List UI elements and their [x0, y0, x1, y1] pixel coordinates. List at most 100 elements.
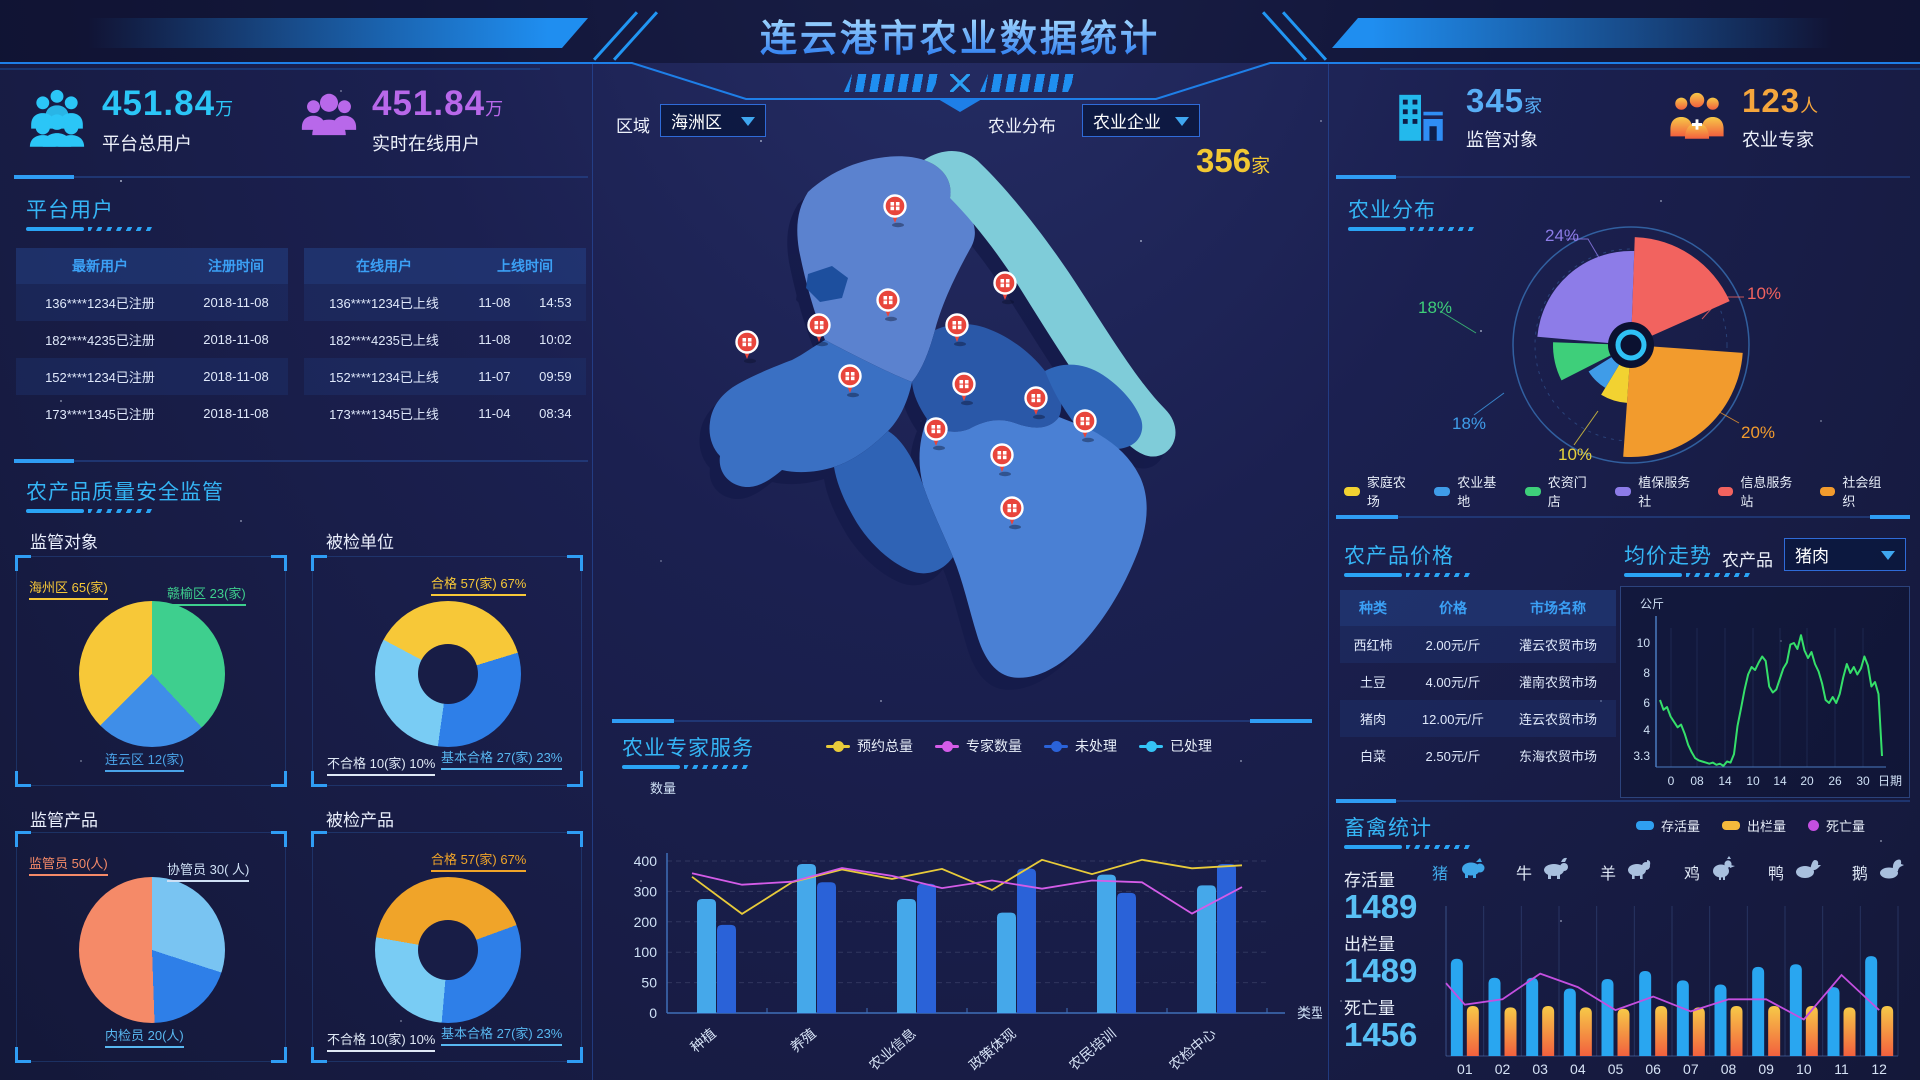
map-district[interactable]: [834, 431, 953, 574]
legend-item[interactable]: 家庭农场: [1344, 472, 1412, 510]
legend-item[interactable]: 已处理: [1139, 736, 1212, 756]
map-pin[interactable]: [993, 271, 1017, 305]
table-row: 猪肉 12.00元/斤 连云农贸市场: [1340, 700, 1616, 737]
animal-item-4[interactable]: 鸭: [1768, 856, 1824, 887]
column-header: 价格: [1406, 590, 1500, 626]
map-pin[interactable]: [1000, 496, 1024, 530]
bar-survive[interactable]: [1488, 977, 1501, 1056]
map-district[interactable]: [912, 324, 1062, 432]
map-pin[interactable]: [807, 313, 831, 347]
product-select[interactable]: 猪肉: [1784, 538, 1906, 571]
animal-item-0[interactable]: 猪: [1432, 856, 1488, 887]
legend-item[interactable]: 死亡量: [1808, 816, 1865, 835]
rose-slice[interactable]: [1623, 345, 1743, 457]
legend-item[interactable]: 预约总量: [826, 736, 913, 756]
animal-item-1[interactable]: 牛: [1516, 856, 1572, 887]
livestock-monthly-chart: 01 02 03 04 05 06 07 08 09 10 11 12: [1445, 906, 1899, 1077]
bar-survive[interactable]: [1752, 966, 1765, 1056]
bar-slaughter[interactable]: [1466, 1006, 1479, 1056]
bar[interactable]: [997, 912, 1016, 1013]
map-district[interactable]: [797, 156, 975, 382]
legend-item[interactable]: 信息服务站: [1717, 472, 1798, 510]
animal-icon: [1874, 856, 1908, 887]
map-district[interactable]: [924, 151, 1176, 457]
bar[interactable]: [817, 882, 836, 1013]
expert-y-axis-label: 数量: [650, 781, 677, 796]
bar-slaughter[interactable]: [1579, 1007, 1592, 1056]
bar-slaughter[interactable]: [1655, 1006, 1668, 1056]
animal-item-3[interactable]: 鸡: [1684, 856, 1740, 887]
bar[interactable]: [917, 883, 936, 1013]
map-pin[interactable]: [924, 417, 948, 451]
map-pin[interactable]: [1024, 386, 1048, 420]
animal-icon: [1454, 856, 1488, 887]
bar-slaughter[interactable]: [1692, 1007, 1705, 1056]
bar-survive[interactable]: [1789, 964, 1802, 1056]
bar[interactable]: [717, 924, 736, 1013]
bar-survive[interactable]: [1827, 987, 1840, 1056]
distribution-select[interactable]: 农业企业: [1082, 104, 1200, 137]
bar-survive[interactable]: [1601, 979, 1614, 1056]
map-pin[interactable]: [876, 288, 900, 322]
animal-item-5[interactable]: 鹅: [1852, 856, 1908, 887]
legend-item[interactable]: 存活量: [1636, 816, 1700, 835]
percent-label: 24%: [1545, 226, 1579, 245]
table-cell: 08:34: [539, 406, 572, 421]
animal-item-2[interactable]: 羊: [1600, 856, 1656, 887]
bar-slaughter[interactable]: [1617, 1008, 1630, 1056]
region-select[interactable]: 海洲区: [660, 104, 766, 137]
bar[interactable]: [1117, 892, 1136, 1013]
legend-item[interactable]: 社会组织: [1819, 472, 1888, 510]
bar-slaughter[interactable]: [1881, 1006, 1894, 1056]
map-pin[interactable]: [952, 372, 976, 406]
legend-item[interactable]: 未处理: [1044, 736, 1117, 756]
bar-survive[interactable]: [1563, 988, 1576, 1057]
rose-slice[interactable]: [1631, 237, 1730, 345]
legend-item[interactable]: 植保服务社: [1615, 472, 1695, 510]
map-pin[interactable]: [883, 194, 907, 228]
svg-text:26: 26: [1828, 774, 1842, 788]
legend-item[interactable]: 农业基地: [1434, 472, 1502, 510]
map-pin[interactable]: [990, 443, 1014, 477]
corner-bracket-decoration: [15, 771, 31, 787]
bar[interactable]: [697, 899, 716, 1013]
bar-survive[interactable]: [1639, 970, 1652, 1056]
map-pin[interactable]: [1073, 409, 1097, 443]
chart-label-inspected-products: 被检产品: [326, 811, 394, 830]
chevron-down-icon: [741, 116, 755, 133]
bar-slaughter[interactable]: [1542, 1006, 1555, 1056]
bar-slaughter[interactable]: [1504, 1007, 1517, 1056]
bar[interactable]: [1017, 868, 1036, 1013]
legend-item[interactable]: 农资门店: [1524, 472, 1593, 510]
bar-survive[interactable]: [1865, 956, 1878, 1056]
percent-label: 18%: [1418, 298, 1452, 317]
bar[interactable]: [1197, 885, 1216, 1013]
legend-item[interactable]: 出栏量: [1722, 816, 1786, 835]
svg-text:8: 8: [1643, 666, 1650, 680]
bar-slaughter[interactable]: [1730, 1006, 1743, 1056]
bar-slaughter[interactable]: [1768, 1006, 1781, 1056]
bar-survive[interactable]: [1526, 977, 1539, 1056]
map-pin[interactable]: [945, 313, 969, 347]
rose-slice[interactable]: [1537, 251, 1635, 345]
svg-text:公斤: 公斤: [1640, 597, 1664, 611]
legend-item[interactable]: 专家数量: [935, 736, 1022, 756]
map-district[interactable]: [1045, 364, 1143, 450]
map-district[interactable]: [806, 266, 848, 302]
animal-icon: [1622, 856, 1656, 887]
month-label: 01: [1457, 1061, 1473, 1077]
region-map[interactable]: [612, 130, 1302, 695]
map-pin[interactable]: [838, 364, 862, 398]
bar-survive[interactable]: [1450, 958, 1463, 1056]
bar[interactable]: [797, 864, 816, 1013]
map-district[interactable]: [919, 417, 1147, 678]
bar-survive[interactable]: [1714, 984, 1727, 1056]
bar[interactable]: [897, 899, 916, 1013]
bar[interactable]: [1217, 864, 1236, 1013]
bar-survive[interactable]: [1676, 980, 1689, 1056]
table-cell: 猪肉: [1340, 700, 1406, 737]
bar[interactable]: [1097, 874, 1116, 1013]
map-pin[interactable]: [735, 330, 759, 364]
bar-slaughter[interactable]: [1843, 1007, 1856, 1056]
bar-slaughter[interactable]: [1805, 1006, 1818, 1056]
